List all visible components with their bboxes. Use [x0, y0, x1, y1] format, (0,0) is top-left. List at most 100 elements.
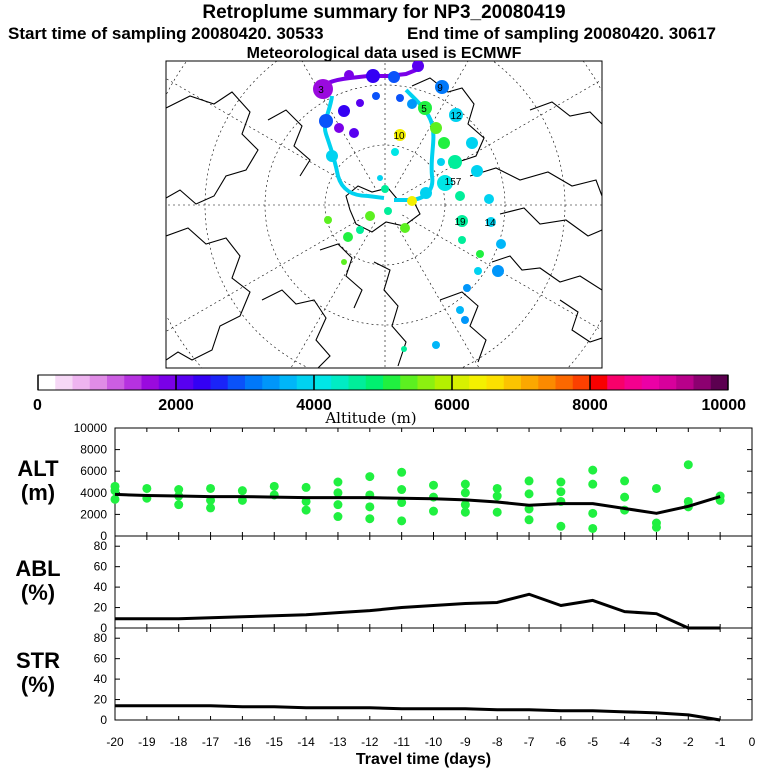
plume-cluster-dot	[344, 70, 354, 80]
plume-cluster-dot	[420, 187, 432, 199]
meridian-line	[301, 61, 376, 188]
altitude-point	[620, 492, 630, 502]
plume-cluster-dot	[435, 80, 449, 94]
plume-cluster-dot	[372, 92, 380, 100]
plume-cluster-dot	[377, 175, 383, 181]
map-cluster-label: 19	[454, 217, 466, 228]
colorbar-tick-label: 6000	[434, 397, 470, 414]
colorbar-tick-label: 8000	[572, 397, 608, 414]
plume-cluster-dot	[492, 265, 504, 277]
plume-cluster-dot	[474, 267, 482, 275]
plume-cluster-dot	[356, 99, 364, 107]
altitude-point	[492, 483, 502, 493]
plume-cluster-dot	[388, 71, 400, 83]
map-cluster-label: 157	[445, 177, 462, 188]
y-axis-title: STR	[16, 648, 60, 673]
altitude-point	[620, 476, 630, 486]
plume-cluster-dot	[324, 216, 332, 224]
plume-cluster-dot	[476, 250, 484, 258]
colorbar-cells	[38, 375, 729, 390]
x-tick-label: -4	[619, 735, 630, 749]
altitude-point	[397, 516, 407, 526]
altitude-point	[333, 488, 343, 498]
colorbar-cell	[279, 375, 298, 390]
plume-cluster-dot	[471, 165, 483, 177]
series-line	[115, 704, 721, 722]
y-tick-label: 20	[94, 601, 108, 615]
colorbar-tick-label: 4000	[296, 397, 332, 414]
colorbar-cell	[503, 375, 522, 390]
altitude-point	[301, 496, 311, 506]
altitude-point	[524, 476, 534, 486]
x-tick-label: -20	[106, 735, 124, 749]
plume-cluster-dot	[400, 223, 410, 233]
altitude-point	[333, 500, 343, 510]
colorbar-cell	[572, 375, 591, 390]
altitude-point	[397, 467, 407, 477]
x-tick-label: -15	[266, 735, 284, 749]
panel-alt: 0 2000 4000 6000 8000 10000 ALT(m)	[17, 421, 753, 543]
plume-cluster-dot	[496, 239, 506, 249]
altitude-point	[365, 472, 375, 482]
plume-cluster-dot	[448, 155, 462, 169]
map-plume-track: 3 95 10 157 14 19 12	[313, 61, 506, 352]
altitude-point	[588, 508, 598, 518]
colorbar-cell	[452, 375, 470, 390]
colorbar-cell	[38, 375, 56, 390]
altitude-point	[110, 494, 120, 504]
y-tick-label: 60	[94, 652, 108, 666]
altitude-point	[333, 477, 343, 487]
plume-cluster-dot	[338, 105, 350, 117]
coastline	[373, 261, 407, 367]
series-line	[115, 592, 721, 630]
y-tick-label: 6000	[80, 464, 107, 478]
plume-cluster-dot	[394, 129, 406, 141]
altitude-point	[524, 515, 534, 525]
colorbar-cell	[538, 375, 556, 390]
colorbar-cell	[55, 375, 73, 390]
plume-cluster-dot	[437, 158, 445, 166]
map-cluster-label: 14	[484, 218, 496, 229]
colorbar-tick-label: 2000	[158, 397, 194, 414]
colorbar-cell	[624, 375, 643, 390]
plume-cluster-dot	[486, 217, 496, 227]
x-tick-label: -12	[361, 735, 379, 749]
panel-abl: 0 20 40 60 80 ABL(%)	[15, 535, 753, 635]
altitude-point	[397, 498, 407, 508]
y-tick-label: 10000	[74, 421, 108, 435]
x-tick-label: -17	[202, 735, 220, 749]
altitude-point	[237, 486, 247, 496]
plume-cluster-dot	[401, 346, 407, 352]
y-axis-title: (%)	[21, 580, 55, 605]
colorbar-cell	[641, 375, 660, 390]
altitude-point	[365, 514, 375, 524]
x-tick-label: -11	[393, 735, 410, 749]
plume-cluster-dot	[463, 284, 471, 292]
y-tick-label: 4000	[80, 486, 107, 500]
met-data-label: Meteorological data used is ECMWF	[246, 45, 522, 62]
y-tick-label: 80	[94, 631, 108, 645]
colorbar-cell	[227, 375, 246, 390]
plume-cluster-dot	[334, 123, 344, 133]
plume-cluster-dot	[455, 191, 465, 201]
y-tick-label: 0	[100, 529, 107, 543]
colorbar-cell	[331, 375, 349, 390]
colorbar-cell	[400, 375, 418, 390]
plume-cluster-dot	[430, 122, 442, 134]
colorbar-cell	[72, 375, 91, 390]
colorbar-cell	[245, 375, 263, 390]
y-tick-label: 0	[100, 713, 107, 727]
y-tick-label: 8000	[80, 443, 107, 457]
x-tick-label: -19	[138, 735, 156, 749]
colorbar-cell	[176, 375, 194, 390]
y-axis-title: ALT	[17, 456, 59, 481]
plume-cluster-dot	[418, 101, 432, 115]
plume-cluster-dot	[343, 232, 353, 242]
start-time-label: Start time of sampling 20080420. 30533	[8, 24, 324, 43]
colorbar-tick-label: 10000	[702, 397, 747, 414]
plume-cluster-dot	[326, 150, 338, 162]
altitude-point	[588, 465, 598, 475]
colorbar-cell	[607, 375, 625, 390]
x-axis-title: Travel time (days)	[356, 751, 491, 768]
colorbar-cell	[89, 375, 108, 390]
